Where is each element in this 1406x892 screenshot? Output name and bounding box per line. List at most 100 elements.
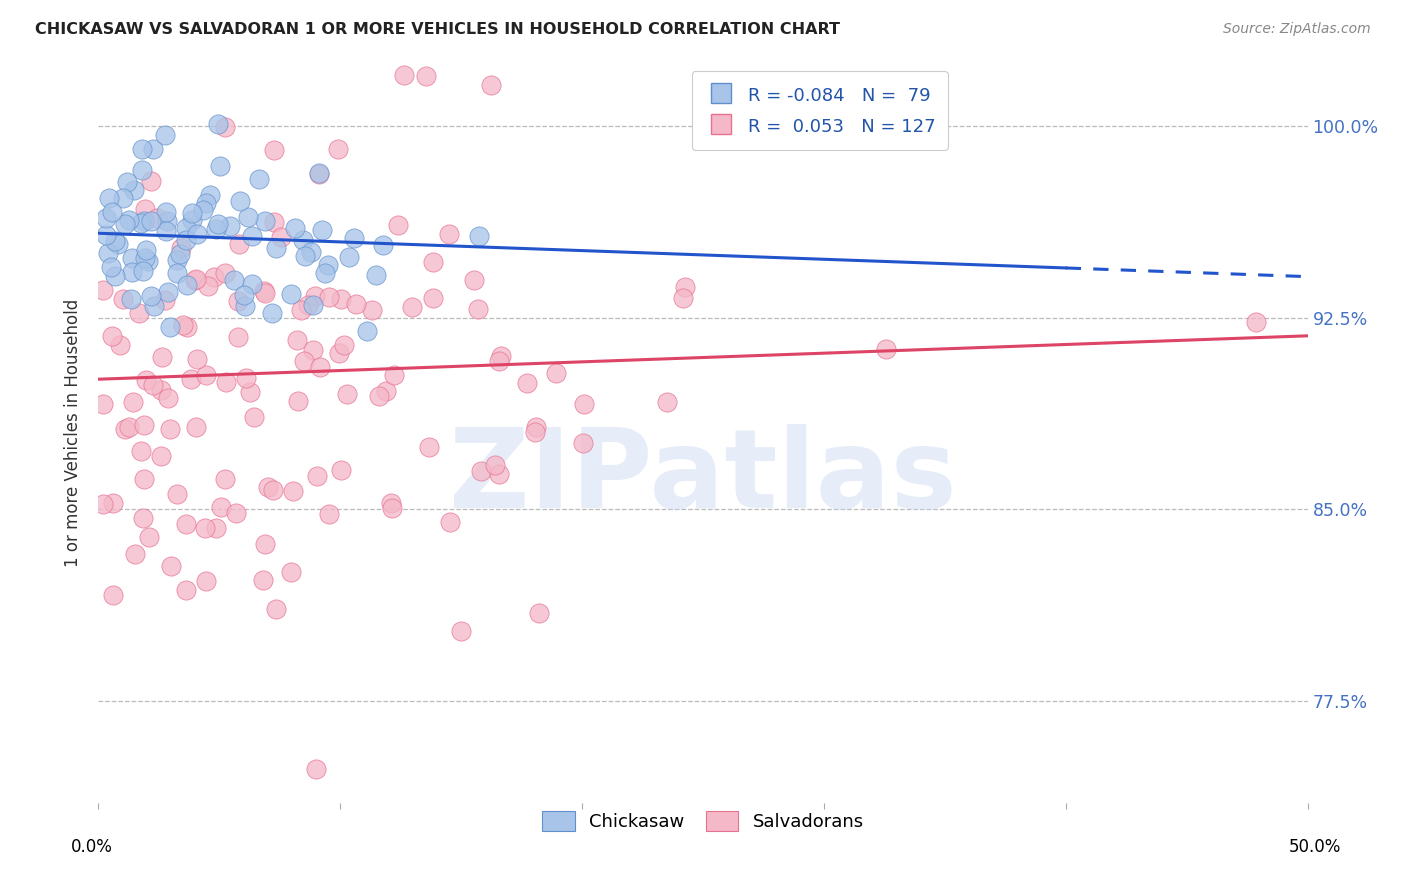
Point — [229, 194, 252, 208]
Point — [544, 366, 567, 380]
Point — [166, 266, 188, 280]
Point — [134, 251, 156, 265]
Point — [186, 227, 208, 241]
Point — [139, 289, 162, 303]
Point — [247, 172, 270, 186]
Point — [153, 293, 176, 308]
Point — [290, 303, 312, 318]
Point — [235, 371, 257, 385]
Point — [205, 521, 228, 535]
Point — [337, 250, 360, 264]
Point — [205, 222, 228, 236]
Point — [253, 537, 276, 551]
Point — [308, 167, 330, 181]
Point — [166, 487, 188, 501]
Point — [132, 472, 155, 486]
Point — [240, 277, 263, 292]
Point — [226, 294, 249, 309]
Point — [191, 202, 214, 217]
Point — [101, 328, 124, 343]
Text: ZIPatlas: ZIPatlas — [449, 424, 957, 531]
Point — [297, 298, 319, 312]
Point — [149, 449, 172, 463]
Text: Source: ZipAtlas.com: Source: ZipAtlas.com — [1223, 22, 1371, 37]
Point — [103, 234, 125, 248]
Point — [330, 462, 353, 476]
Point — [479, 78, 502, 92]
Point — [302, 298, 325, 312]
Point — [263, 143, 285, 157]
Point — [132, 214, 155, 228]
Point — [170, 241, 193, 255]
Point — [344, 297, 367, 311]
Point — [329, 292, 352, 306]
Point — [270, 230, 292, 244]
Point — [129, 443, 152, 458]
Point — [484, 458, 506, 472]
Point — [174, 517, 197, 532]
Point — [128, 306, 150, 320]
Point — [121, 264, 143, 278]
Point — [314, 266, 336, 280]
Point — [100, 260, 122, 274]
Point — [316, 258, 339, 272]
Point — [527, 606, 550, 620]
Point — [240, 229, 263, 244]
Point — [135, 373, 157, 387]
Point — [304, 288, 326, 302]
Point — [260, 306, 283, 320]
Point — [333, 338, 356, 352]
Point — [375, 384, 398, 398]
Point — [467, 302, 489, 317]
Point — [516, 376, 538, 390]
Point — [91, 497, 114, 511]
Point — [97, 191, 120, 205]
Point — [523, 425, 546, 440]
Point — [360, 302, 382, 317]
Point — [114, 422, 136, 436]
Point — [207, 217, 229, 231]
Point — [120, 293, 142, 307]
Point — [294, 249, 316, 263]
Point — [222, 273, 245, 287]
Point — [214, 266, 236, 280]
Point — [169, 247, 191, 261]
Point — [382, 368, 405, 383]
Point — [104, 268, 127, 283]
Point — [215, 376, 238, 390]
Point — [418, 440, 440, 454]
Point — [336, 387, 359, 401]
Point — [450, 624, 472, 638]
Point — [415, 70, 437, 84]
Point — [174, 582, 197, 597]
Point — [228, 330, 250, 344]
Point — [308, 166, 330, 180]
Point — [94, 227, 117, 242]
Point — [108, 338, 131, 352]
Point — [572, 436, 595, 450]
Point — [228, 237, 250, 252]
Point — [145, 211, 167, 226]
Point — [356, 324, 378, 338]
Point — [172, 318, 194, 332]
Point — [328, 346, 350, 360]
Point — [101, 496, 124, 510]
Point — [91, 397, 114, 411]
Point — [235, 299, 257, 313]
Point — [254, 213, 277, 227]
Point — [367, 388, 389, 402]
Point — [131, 163, 153, 178]
Point — [157, 391, 180, 405]
Point — [132, 418, 155, 433]
Point — [132, 264, 155, 278]
Point — [875, 342, 897, 356]
Point — [401, 300, 423, 314]
Point — [131, 142, 153, 156]
Point — [266, 601, 288, 615]
Point — [287, 394, 309, 409]
Point — [186, 420, 208, 434]
Point — [209, 500, 232, 514]
Point — [252, 284, 274, 298]
Point — [252, 573, 274, 587]
Point — [195, 574, 218, 589]
